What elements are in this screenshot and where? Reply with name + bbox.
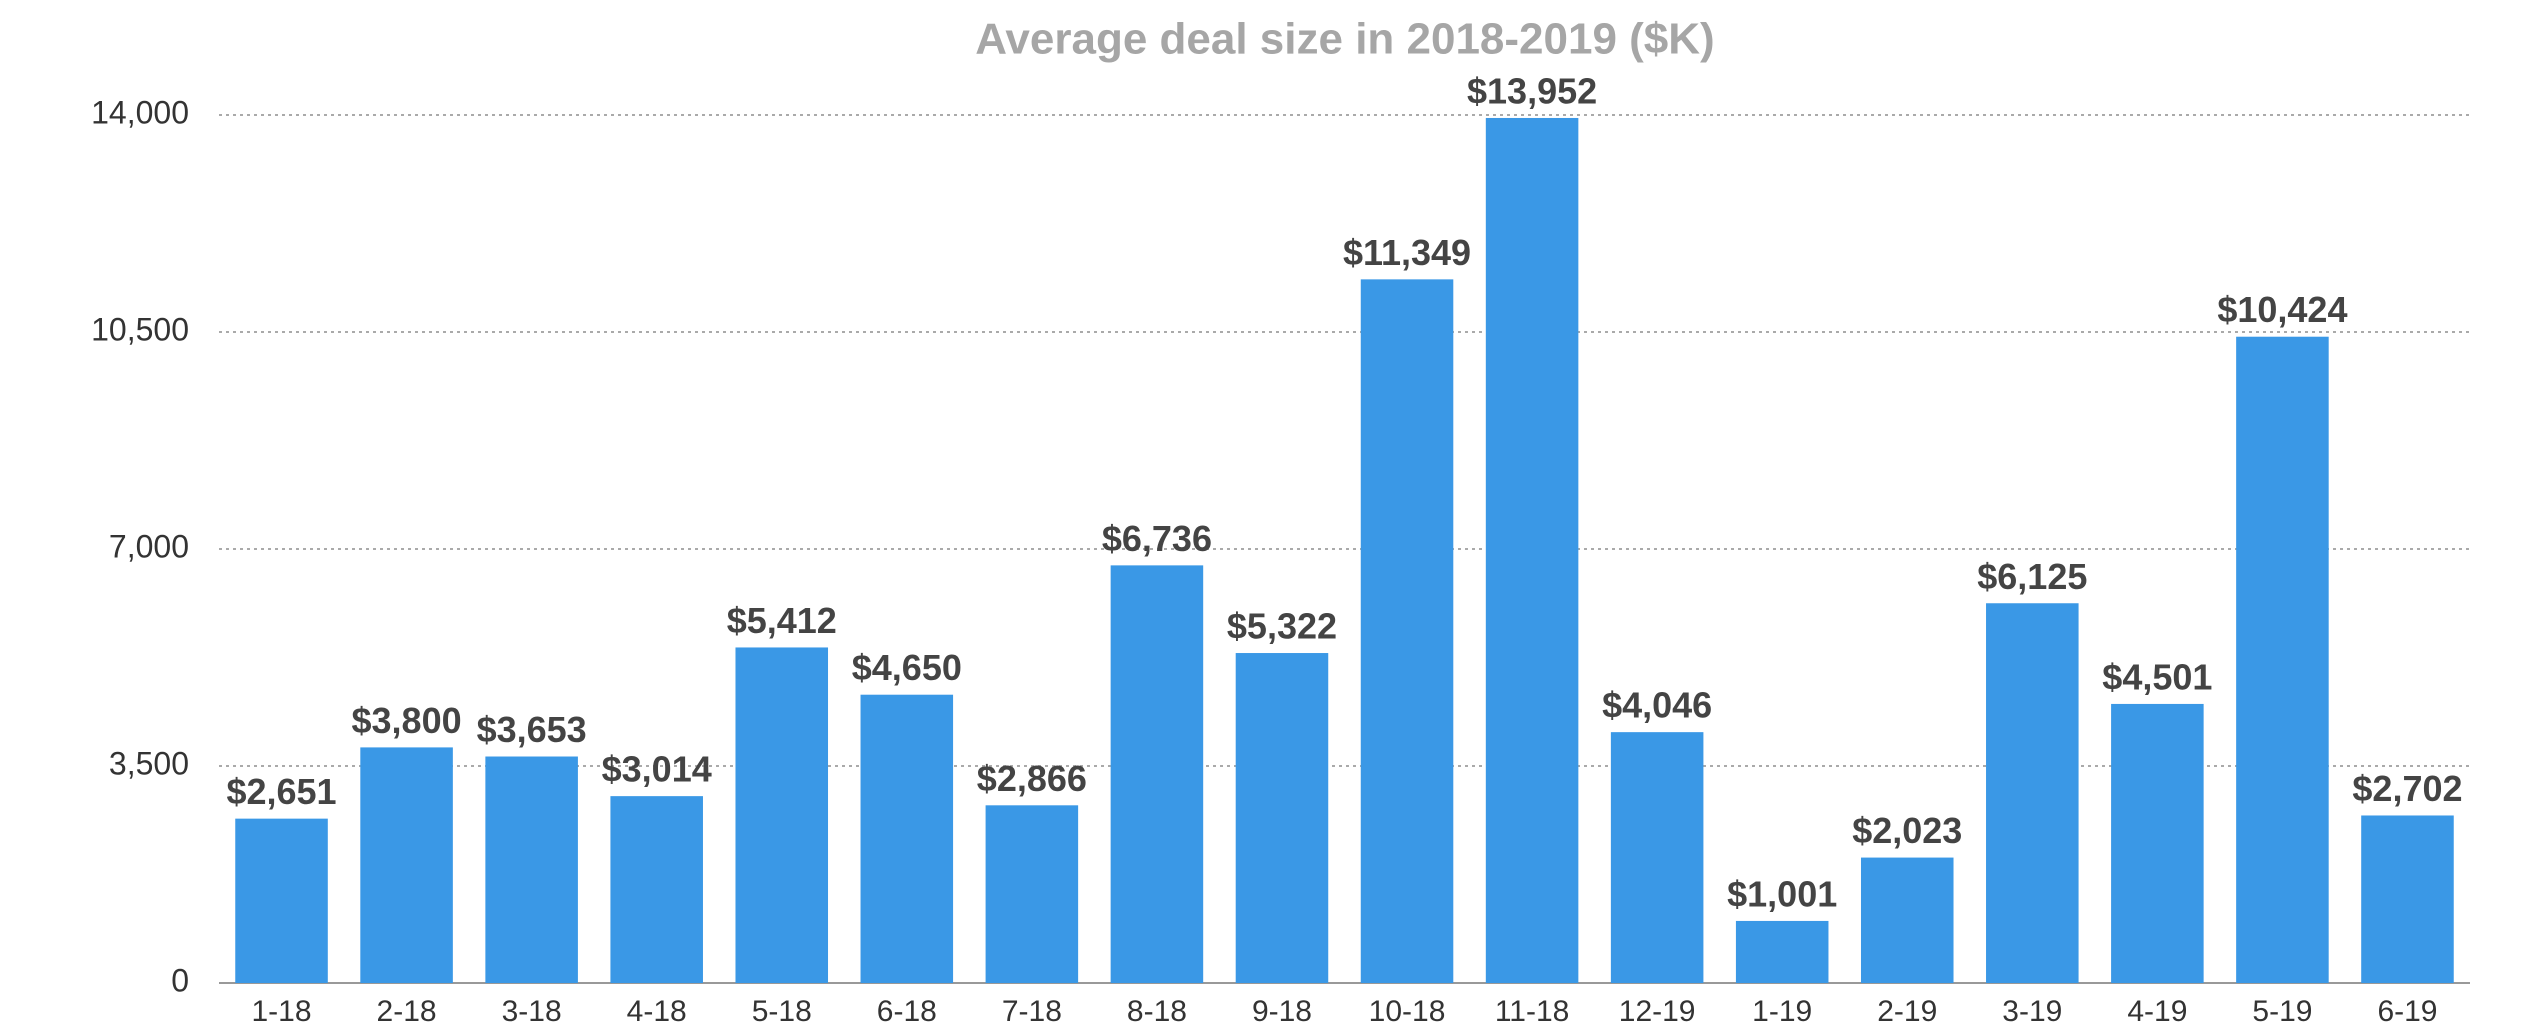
bar [485, 756, 578, 983]
x-tick-label: 4-19 [2127, 995, 2187, 1028]
x-tick-label: 11-18 [1495, 995, 1570, 1028]
x-tick-label: 1-18 [252, 995, 312, 1028]
data-label: $1,001 [1727, 873, 1837, 914]
x-tick-label: 6-19 [2377, 995, 2437, 1028]
data-label: $2,023 [1852, 810, 1962, 851]
data-label: $4,650 [852, 647, 962, 688]
y-tick-label: 10,500 [91, 311, 189, 347]
chart-title: Average deal size in 2018-2019 ($K) [975, 15, 1714, 64]
bar [1110, 565, 1204, 983]
y-tick-label: 7,000 [109, 528, 189, 564]
data-label: $6,736 [1102, 518, 1212, 559]
bar [2236, 336, 2329, 983]
bar [610, 796, 703, 983]
bar [1485, 117, 1579, 983]
x-tick-label: 12-19 [1619, 995, 1696, 1028]
bar [860, 694, 954, 983]
bar [235, 818, 328, 983]
x-tick-label: 4-18 [627, 995, 687, 1028]
bar [1610, 732, 1704, 983]
data-label: $10,424 [2217, 289, 2347, 330]
y-tick-label: 3,500 [109, 745, 189, 781]
data-label: $6,125 [1977, 556, 2087, 597]
data-label: $3,014 [602, 749, 712, 790]
x-tick-label: 2-18 [377, 995, 437, 1028]
data-label: $13,952 [1467, 70, 1597, 111]
data-label: $5,322 [1227, 606, 1337, 647]
bar [1986, 603, 2079, 983]
x-tick-label: 8-18 [1127, 995, 1187, 1028]
bar [1360, 279, 1454, 983]
x-tick-label: 3-19 [2002, 995, 2062, 1028]
data-label: $2,866 [977, 758, 1087, 799]
x-tick-label: 2-19 [1877, 995, 1937, 1028]
x-tick-label: 9-18 [1252, 995, 1312, 1028]
x-tick-label: 6-18 [877, 995, 937, 1028]
data-label: $2,651 [226, 771, 336, 812]
data-label: $4,046 [1602, 685, 1712, 726]
bar [360, 747, 453, 983]
bar [985, 805, 1079, 983]
bar [1735, 920, 1829, 983]
y-tick-label: 0 [171, 962, 189, 998]
bar [2361, 815, 2454, 983]
x-tick-label: 5-19 [2252, 995, 2312, 1028]
y-tick-label: 14,000 [91, 94, 189, 130]
x-tick-label: 5-18 [752, 995, 812, 1028]
bar [1235, 653, 1329, 983]
bar [2111, 703, 2204, 983]
x-tick-label: 10-18 [1369, 995, 1446, 1028]
x-tick-label: 3-18 [502, 995, 562, 1028]
x-tick-label: 7-18 [1002, 995, 1062, 1028]
data-label: $4,501 [2102, 656, 2212, 697]
data-label: $11,349 [1343, 232, 1471, 273]
data-label: $3,653 [477, 709, 587, 750]
x-tick-label: 1-19 [1752, 995, 1812, 1028]
bar [735, 647, 829, 983]
data-label: $5,412 [727, 600, 837, 641]
bar [1860, 857, 1954, 983]
data-label: $3,800 [352, 700, 462, 741]
data-label: $2,702 [2352, 768, 2462, 809]
